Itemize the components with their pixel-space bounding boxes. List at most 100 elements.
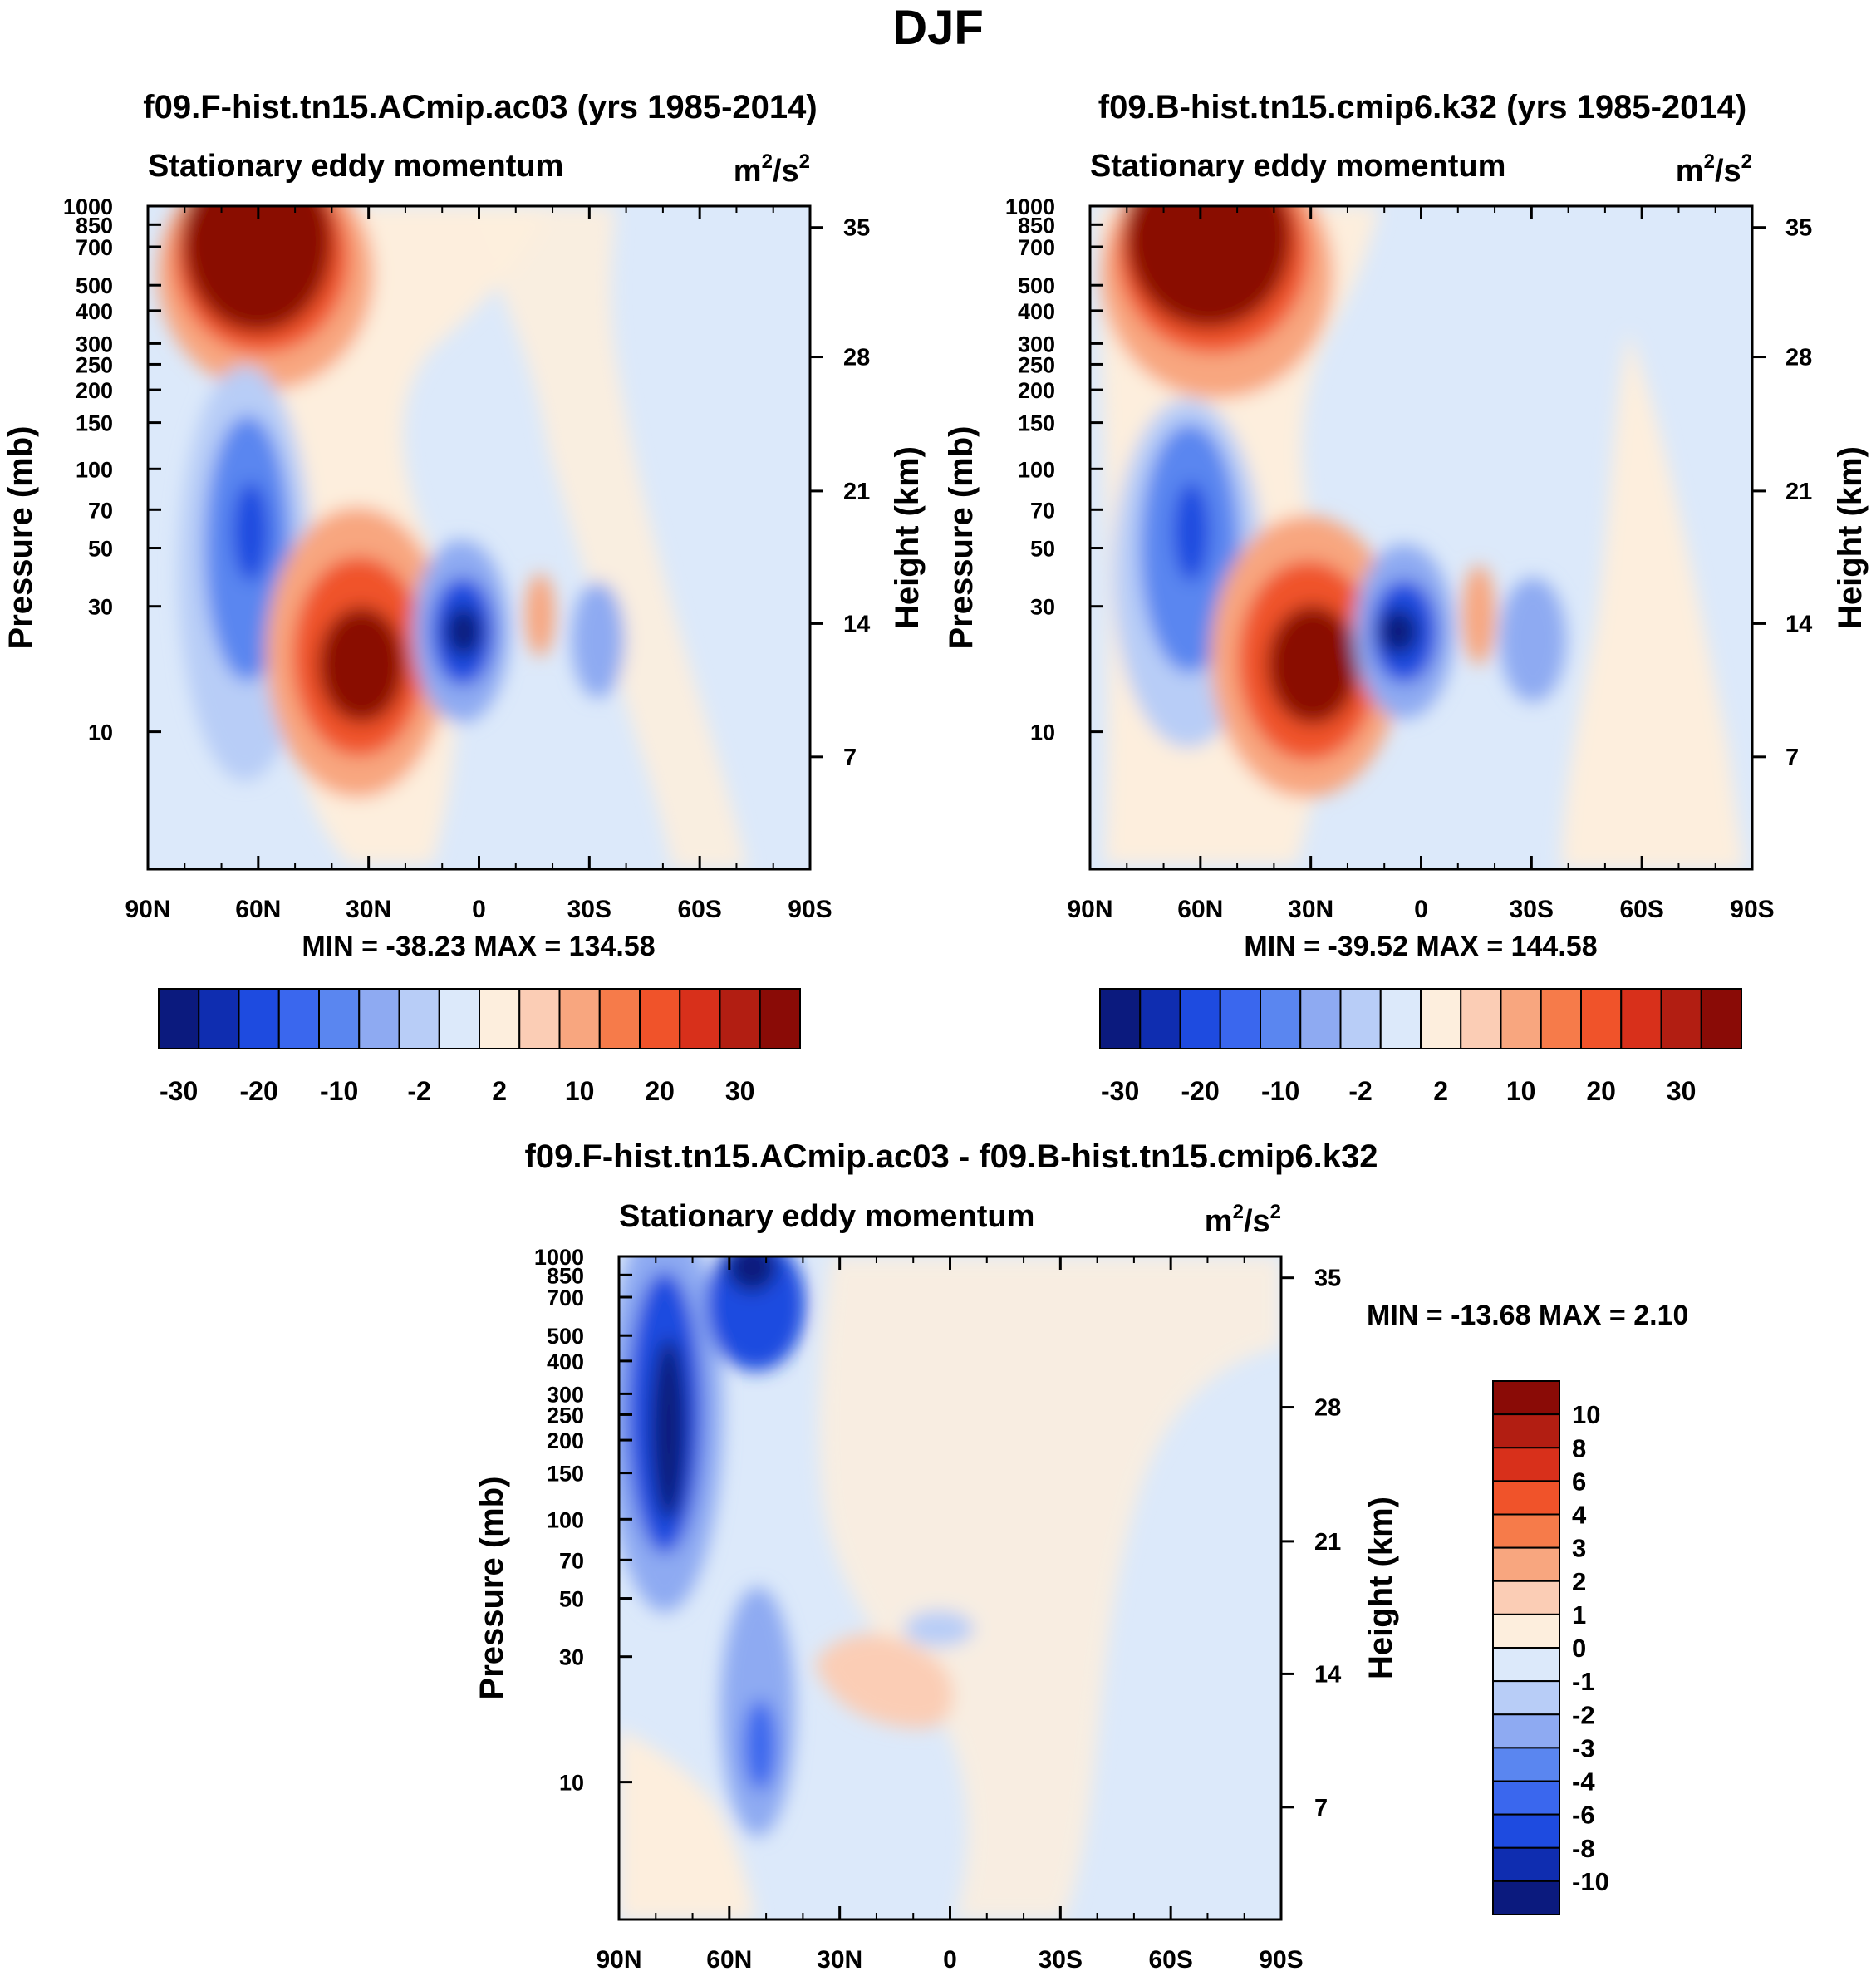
y-tick-label: 150 bbox=[76, 411, 113, 436]
colorbar-label: 10 bbox=[1572, 1400, 1600, 1429]
y-tick-label: 700 bbox=[547, 1285, 584, 1310]
colorbar-label: 30 bbox=[1667, 1076, 1697, 1106]
colorbar-swatch bbox=[1492, 1813, 1560, 1849]
x-tick-label: 30S bbox=[1510, 896, 1554, 923]
y-axis-title: Pressure (mb) bbox=[2, 426, 39, 650]
y-tick-label: 100 bbox=[76, 457, 113, 482]
equatorial-negative-core bbox=[1378, 608, 1418, 655]
y-tick-label: 10 bbox=[88, 720, 113, 745]
y-tick-label: 200 bbox=[547, 1428, 584, 1453]
colorbar-label: -2 bbox=[407, 1076, 430, 1106]
y2-axis-title: Height (km) bbox=[1832, 446, 1869, 629]
x-tick-label: 0 bbox=[943, 1946, 957, 1974]
colorbar-swatch bbox=[1260, 988, 1302, 1049]
y2-tick-label: 7 bbox=[843, 745, 857, 771]
colorbar-swatch bbox=[1500, 988, 1542, 1049]
panel-right: f09.B-hist.tn15.cmip6.k32 (yrs 1985-2014… bbox=[943, 89, 1869, 962]
x-tick-label: 30N bbox=[817, 1946, 862, 1974]
axes: 90N 60N 30N 0 30S 60S 90S103050701001502002503… bbox=[534, 1245, 1341, 1974]
y-tick-label: 1000 bbox=[534, 1245, 584, 1270]
case-title: f09.F-hist.tn15.ACmip.ac03 (yrs 1985-201… bbox=[143, 89, 817, 125]
colorbar-swatch bbox=[719, 988, 761, 1049]
case-title: f09.B-hist.tn15.cmip6.k32 (yrs 1985-2014… bbox=[1098, 89, 1746, 125]
colorbar-swatch bbox=[238, 988, 280, 1049]
colorbar-swatch bbox=[759, 988, 801, 1049]
y-tick-label: 70 bbox=[559, 1548, 584, 1573]
y-tick-label: 850 bbox=[76, 213, 113, 238]
stratospheric-jet-core bbox=[1126, 206, 1292, 328]
colorbar-swatch bbox=[558, 988, 601, 1049]
colorbar-swatch bbox=[158, 988, 200, 1049]
colorbar-label: 8 bbox=[1572, 1433, 1586, 1462]
colorbar-swatch bbox=[1139, 988, 1181, 1049]
colorbar-swatch bbox=[1460, 988, 1502, 1049]
minmax-label: MIN = -38.23 MAX = 134.58 bbox=[302, 931, 655, 962]
positive-region-north-surface bbox=[619, 1728, 756, 1920]
y-tick-label: 500 bbox=[547, 1324, 584, 1349]
y-tick-label: 10 bbox=[1030, 720, 1055, 745]
x-tick-label: 60S bbox=[1619, 896, 1663, 923]
colorbar-right: -30 -20 -10 -2 2 10 20 30 bbox=[1099, 988, 1742, 1106]
units-label: m2/s2 bbox=[734, 150, 810, 189]
contour-field bbox=[148, 206, 810, 869]
x-tick-label: 90S bbox=[1259, 1946, 1303, 1974]
colorbar-swatch bbox=[518, 988, 561, 1049]
colorbar-label: -20 bbox=[240, 1076, 278, 1106]
colorbar-label: -20 bbox=[1181, 1076, 1220, 1106]
colorbar-label: -3 bbox=[1572, 1733, 1595, 1762]
x-tick-label: 90S bbox=[788, 896, 832, 923]
colorbar-label: -8 bbox=[1572, 1834, 1595, 1863]
colorbar-swatch bbox=[479, 988, 521, 1049]
colorbar-label: -1 bbox=[1572, 1667, 1595, 1696]
positive-region-east bbox=[818, 1256, 1281, 1920]
y-tick-label: 300 bbox=[1018, 332, 1055, 356]
x-tick-label: 60S bbox=[1148, 1946, 1192, 1974]
y2-axis-title: Height (km) bbox=[1363, 1497, 1399, 1679]
x-tick-label: 90N bbox=[125, 896, 170, 923]
positive-upper-trop bbox=[814, 1634, 954, 1728]
colorbar-swatch bbox=[1179, 988, 1221, 1049]
colorbar-swatch bbox=[1339, 988, 1382, 1049]
colorbar-label: 0 bbox=[1572, 1634, 1586, 1663]
stratospheric-jet-core bbox=[183, 206, 332, 332]
diff-negative-polar-core bbox=[651, 1338, 687, 1521]
colorbar-swatch bbox=[1492, 1413, 1560, 1449]
positive-band-south bbox=[1562, 332, 1745, 869]
y2-tick-label: 21 bbox=[1314, 1529, 1341, 1556]
colorbar-swatch bbox=[398, 988, 440, 1049]
subtropical-positive-core bbox=[1267, 605, 1358, 725]
northern-negative-core bbox=[233, 482, 269, 582]
subtitle: Stationary eddy momentum bbox=[619, 1199, 1034, 1234]
colorbar-swatch bbox=[1099, 988, 1142, 1049]
y-tick-label: 1000 bbox=[63, 194, 113, 219]
colorbar-left: -30 -20 -10 -2 2 10 20 30 bbox=[158, 988, 801, 1106]
subtitle: Stationary eddy momentum bbox=[1090, 149, 1505, 184]
y2-tick-label: 35 bbox=[1314, 1266, 1341, 1292]
figure-title: DJF bbox=[892, 1, 984, 55]
southern-negative bbox=[572, 582, 625, 698]
colorbar-label: 2 bbox=[492, 1076, 507, 1106]
colorbar-swatch bbox=[1492, 1513, 1560, 1549]
southern-negative bbox=[1500, 578, 1566, 702]
x-tick-label: 30N bbox=[346, 896, 391, 923]
y-tick-label: 300 bbox=[76, 332, 113, 356]
colorbar-swatch bbox=[1492, 1780, 1560, 1816]
y2-tick-label: 35 bbox=[843, 215, 870, 242]
colorbar-swatch bbox=[1492, 1613, 1560, 1649]
colorbar-swatch bbox=[1492, 1880, 1560, 1915]
colorbar-label: 2 bbox=[1572, 1567, 1586, 1596]
y-tick-label: 250 bbox=[547, 1403, 584, 1428]
minmax-label: MIN = -13.68 MAX = 2.10 bbox=[1367, 1300, 1688, 1331]
minmax-label: MIN = -39.52 MAX = 144.58 bbox=[1244, 931, 1597, 962]
y2-tick-label: 14 bbox=[843, 611, 870, 637]
colorbar-label: -4 bbox=[1572, 1767, 1595, 1797]
units-label: m2/s2 bbox=[1205, 1201, 1281, 1239]
colorbar-label: -10 bbox=[1261, 1076, 1299, 1106]
colorbar-label: 4 bbox=[1572, 1501, 1587, 1530]
colorbar-swatch bbox=[1492, 1380, 1560, 1416]
colorbar-label: 20 bbox=[1586, 1076, 1616, 1106]
x-tick-label: 60S bbox=[677, 896, 721, 923]
colorbar-swatch bbox=[1492, 1846, 1560, 1882]
equatorial-negative-core bbox=[445, 607, 482, 656]
